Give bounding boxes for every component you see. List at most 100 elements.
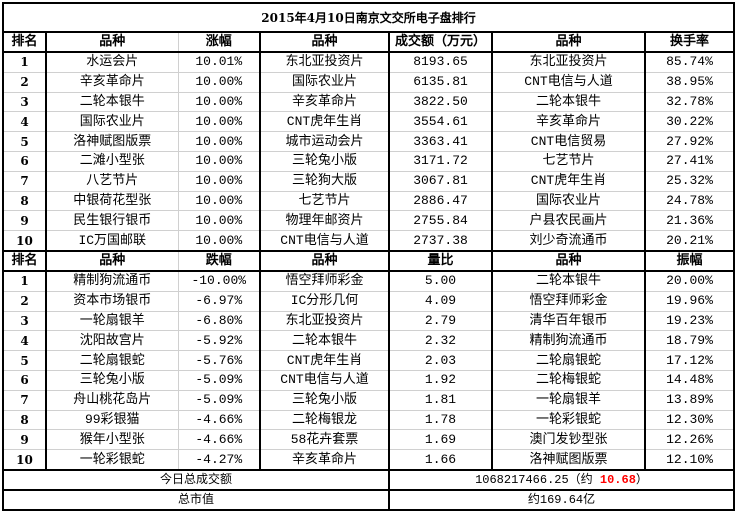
cell-name-c: 清华百年银币 <box>492 311 646 332</box>
cell-rank: 8 <box>3 191 47 212</box>
top-section-header: 排名 品种 涨幅 品种 成交额（万元） 品种 换手率 <box>3 32 735 53</box>
cell-name-c: 二轮本银牛 <box>492 270 646 292</box>
cell-name-b: 东北亚投资片 <box>260 52 390 73</box>
cell-name-b: 三轮兔小版 <box>260 390 390 411</box>
cell-value-b: 1.92 <box>389 370 493 391</box>
cell-value-c: 85.74% <box>645 52 735 73</box>
cell-name-c: 东北亚投资片 <box>492 52 646 73</box>
cell-name-a: 舟山桃花岛片 <box>46 390 179 411</box>
cell-name-b: 国际农业片 <box>260 72 390 93</box>
column-header-value-c: 换手率 <box>645 32 735 53</box>
table-row: 9 猴年小型张 -4.66% 58花卉套票 1.69 澳门发钞型张 12.26% <box>3 429 735 451</box>
cell-value-c: 25.32% <box>645 171 735 192</box>
cell-name-a: 一轮彩银蛇 <box>46 449 179 471</box>
table-row: 8 中银荷花型张 10.00% 七艺节片 2886.47 国际农业片 24.78% <box>3 191 735 212</box>
cell-name-a: 99彩银猫 <box>46 410 179 431</box>
cell-value-b: 1.66 <box>389 449 493 471</box>
cell-name-b: 辛亥革命片 <box>260 449 390 471</box>
cell-value-b: 3171.72 <box>389 151 493 172</box>
table-row: 6 二滩小型张 10.00% 三轮兔小版 3171.72 七艺节片 27.41% <box>3 151 735 172</box>
table-row: 10 IC万国邮联 10.00% CNT电信与人道 2737.38 刘少奇流通币 20.21… <box>3 230 735 252</box>
cell-name-c: 二轮本银牛 <box>492 92 646 113</box>
cell-rank: 4 <box>3 330 47 352</box>
cell-value-b: 3822.50 <box>389 92 493 113</box>
cell-rank: 9 <box>3 210 47 232</box>
cell-name-a: 八艺节片 <box>46 171 179 192</box>
cell-value-b: 1.81 <box>389 390 493 411</box>
cell-value-a: -4.27% <box>178 449 261 471</box>
column-header-name-a: 品种 <box>46 250 179 272</box>
total-turnover-amount: 1068217466.25（约 <box>475 472 600 487</box>
table-row: 4 沈阳故宫片 -5.92% 二轮本银牛 2.32 精制狗流通币 18.79% <box>3 330 735 352</box>
column-header-rank: 排名 <box>3 32 47 53</box>
cell-rank: 4 <box>3 111 47 133</box>
cell-value-c: 30.22% <box>645 111 735 133</box>
table-row: 1 水运会片 10.01% 东北亚投资片 8193.65 东北亚投资片 85.74% <box>3 52 735 73</box>
cell-name-b: CNT虎年生肖 <box>260 111 390 133</box>
column-header-rank: 排名 <box>3 250 47 272</box>
cell-value-a: -5.76% <box>178 350 261 371</box>
cell-value-c: 32.78% <box>645 92 735 113</box>
cell-value-b: 6135.81 <box>389 72 493 93</box>
table-row: 5 洛神赋图版票 10.00% 城市运动会片 3363.41 CNT电信贸易 27.92% <box>3 131 735 152</box>
market-cap-label: 总市值 <box>3 489 390 511</box>
cell-name-c: 户县农民画片 <box>492 210 646 232</box>
cell-value-a: -10.00% <box>178 270 261 292</box>
cell-name-b: 辛亥革命片 <box>260 92 390 113</box>
cell-rank: 1 <box>3 52 47 73</box>
table-row: 7 舟山桃花岛片 -5.09% 三轮兔小版 1.81 一轮扇银羊 13.89% <box>3 390 735 411</box>
cell-value-a: -6.80% <box>178 311 261 332</box>
cell-value-a: -5.92% <box>178 330 261 352</box>
cell-value-b: 4.09 <box>389 291 493 312</box>
cell-value-a: 10.00% <box>178 111 261 133</box>
cell-name-b: 58花卉套票 <box>260 429 390 451</box>
cell-rank: 1 <box>3 270 47 292</box>
cell-name-a: 水运会片 <box>46 52 179 73</box>
cell-value-a: 10.00% <box>178 131 261 152</box>
cell-name-c: 洛神赋图版票 <box>492 449 646 471</box>
cell-value-b: 3554.61 <box>389 111 493 133</box>
cell-value-b: 3067.81 <box>389 171 493 192</box>
cell-name-b: 三轮兔小版 <box>260 151 390 172</box>
cell-name-a: 精制狗流通币 <box>46 270 179 292</box>
cell-value-a: 10.00% <box>178 210 261 232</box>
column-header-value-b: 量比 <box>389 250 493 272</box>
cell-value-a: 10.00% <box>178 92 261 113</box>
cell-name-c: 二轮梅银蛇 <box>492 370 646 391</box>
cell-value-b: 1.69 <box>389 429 493 451</box>
cell-value-c: 12.26% <box>645 429 735 451</box>
cell-name-a: 二轮扇银蛇 <box>46 350 179 371</box>
cell-name-c: 一轮扇银羊 <box>492 390 646 411</box>
cell-name-a: 民生银行银币 <box>46 210 179 232</box>
cell-value-a: 10.00% <box>178 191 261 212</box>
cell-name-c: 澳门发钞型张 <box>492 429 646 451</box>
cell-value-c: 18.79% <box>645 330 735 352</box>
column-header-name-b: 品种 <box>260 32 390 53</box>
cell-value-a: 10.00% <box>178 171 261 192</box>
cell-name-b: CNT电信与人道 <box>260 370 390 391</box>
cell-name-a: 国际农业片 <box>46 111 179 133</box>
column-header-name-b: 品种 <box>260 250 390 272</box>
table-row: 5 二轮扇银蛇 -5.76% CNT虎年生肖 2.03 二轮扇银蛇 17.12% <box>3 350 735 371</box>
table-row: 10 一轮彩银蛇 -4.27% 辛亥革命片 1.66 洛神赋图版票 12.10% <box>3 449 735 471</box>
cell-name-b: 二轮梅银龙 <box>260 410 390 431</box>
cell-value-c: 17.12% <box>645 350 735 371</box>
cell-name-b: CNT虎年生肖 <box>260 350 390 371</box>
cell-value-c: 21.36% <box>645 210 735 232</box>
cell-rank: 8 <box>3 410 47 431</box>
table-row: 8 99彩银猫 -4.66% 二轮梅银龙 1.78 一轮彩银蛇 12.30% <box>3 410 735 431</box>
cell-value-b: 8193.65 <box>389 52 493 73</box>
cell-rank: 6 <box>3 151 47 172</box>
table-row: 2 辛亥革命片 10.00% 国际农业片 6135.81 CNT电信与人道 38.95% <box>3 72 735 93</box>
cell-name-a: 资本市场银币 <box>46 291 179 312</box>
cell-rank: 6 <box>3 370 47 391</box>
cell-rank: 5 <box>3 131 47 152</box>
cell-name-b: 三轮狗大版 <box>260 171 390 192</box>
table-row: 3 二轮本银牛 10.00% 辛亥革命片 3822.50 二轮本银牛 32.78% <box>3 92 735 113</box>
market-cap-value: 约169.64亿 <box>389 489 735 511</box>
column-header-name-a: 品种 <box>46 32 179 53</box>
cell-value-c: 13.89% <box>645 390 735 411</box>
cell-name-b: 七艺节片 <box>260 191 390 212</box>
cell-name-b: 物理年邮资片 <box>260 210 390 232</box>
cell-name-a: IC万国邮联 <box>46 230 179 252</box>
